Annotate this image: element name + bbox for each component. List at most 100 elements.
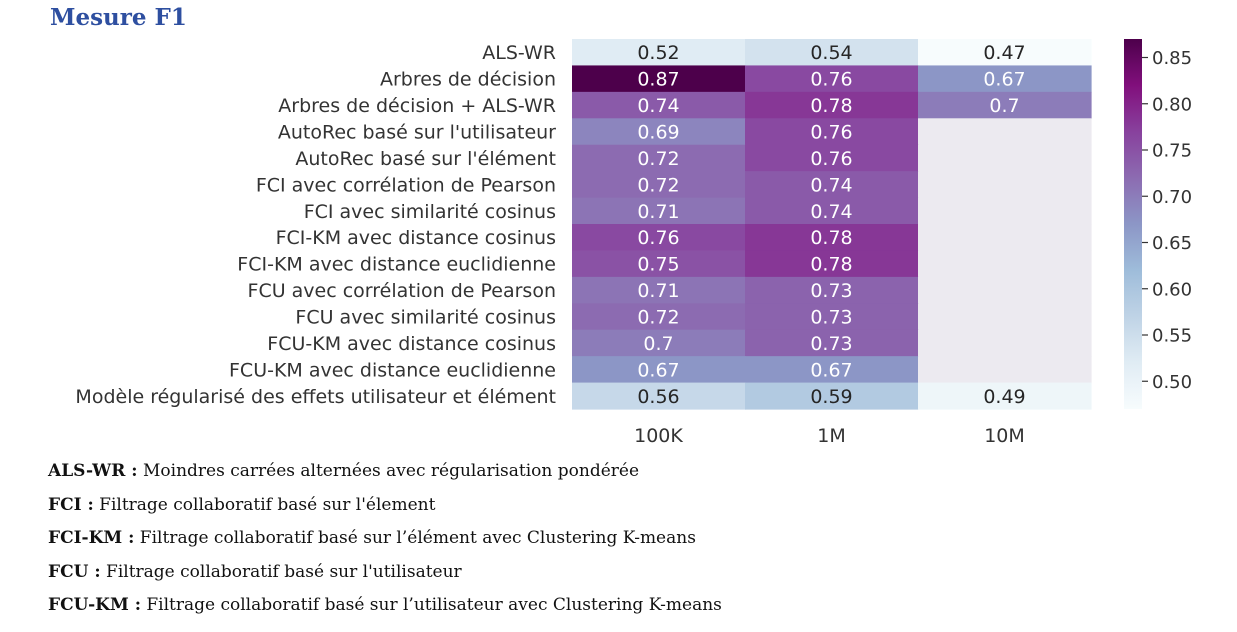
heatmap-cell: [918, 91, 1092, 119]
cell-value-label: 0.76: [810, 69, 852, 91]
heatmap-cell: [745, 39, 919, 67]
heatmap-cell: [745, 276, 919, 304]
cell-value-label: 0.74: [810, 201, 852, 223]
cell-value-label: 0.72: [637, 174, 679, 196]
cell-value-label: 0.71: [637, 201, 679, 223]
heatmap-cell: [745, 118, 919, 146]
chart-title: Mesure F1: [50, 4, 187, 31]
abbreviation-definition: Filtrage collaboratif basé sur l'utilisa…: [100, 561, 462, 582]
heatmap-cell: [572, 197, 746, 225]
colorbar-tick-label: 0.75: [1152, 141, 1192, 162]
cell-value-label: 0.52: [637, 42, 679, 64]
abbreviation-term: FCI :: [48, 494, 94, 515]
abbreviation-note: FCU-KM : Filtrage collaboratif basé sur …: [48, 592, 1198, 626]
colorbar-tick-label: 0.60: [1152, 279, 1192, 300]
cell-value-label: 0.72: [637, 307, 679, 329]
cell-value-label: 0.56: [637, 386, 679, 408]
heatmap-cell: [918, 276, 1092, 304]
cell-value-label: 0.76: [810, 148, 852, 170]
row-label: FCU avec similarité cosinus: [295, 307, 556, 329]
row-label: Modèle régularisé des effets utilisateur…: [75, 386, 556, 408]
cell-value-label: 0.67: [810, 359, 852, 381]
heatmap-cell: [745, 144, 919, 172]
abbreviation-definition: Filtrage collaboratif basé sur l'élement: [93, 494, 436, 515]
column-label: 1M: [817, 425, 845, 447]
cell-value-label: 0.78: [810, 95, 852, 117]
colorbar-tick-label: 0.50: [1152, 372, 1192, 393]
abbreviation-term: FCI-KM :: [48, 528, 135, 548]
heatmap-cell: [572, 65, 746, 93]
heatmap-cell: [918, 65, 1092, 93]
cell-value-label: 0.78: [810, 227, 852, 249]
heatmap-cell: [918, 250, 1092, 278]
heatmap-cell: [745, 303, 919, 331]
heatmap-cell: [745, 329, 919, 357]
heatmap-cell: [572, 329, 746, 357]
heatmap-cell: [572, 276, 746, 304]
abbreviation-definition: Moindres carrées alternées avec régulari…: [137, 461, 640, 481]
heatmap-cell: [918, 303, 1092, 331]
heatmap-cell: [918, 329, 1092, 357]
heatmap-cell: [745, 224, 919, 252]
heatmap-cell: [918, 144, 1092, 172]
cell-value-label: 0.47: [983, 42, 1025, 64]
cell-value-label: 0.54: [810, 42, 852, 64]
heatmap-cell: [572, 356, 746, 384]
colorbar-tick-label: 0.70: [1152, 187, 1192, 208]
cell-value-label: 0.73: [810, 280, 852, 302]
heatmap-cell: [572, 144, 746, 172]
abbreviation-note: ALS-WR : Moindres carrées alternées avec…: [48, 458, 1198, 492]
cell-value-label: 0.87: [637, 69, 679, 91]
heatmap-cell: [572, 171, 746, 199]
row-label: FCU avec corrélation de Pearson: [248, 280, 556, 302]
heatmap-cell: [572, 250, 746, 278]
column-label: 100K: [634, 425, 683, 447]
colorbar: 0.85 0.80 0.75 0.70 0.65 0.60 0.55 0.50: [1124, 39, 1192, 409]
heatmap-cell: [745, 65, 919, 93]
abbreviation-definition: Filtrage collaboratif basé sur l’élément…: [134, 528, 696, 548]
row-label: ALS-WR: [482, 42, 556, 64]
abbreviation-term: ALS-WR :: [48, 461, 138, 481]
heatmap-cell: [918, 224, 1092, 252]
row-label: Arbres de décision: [380, 69, 556, 91]
row-label: FCU-KM avec distance cosinus: [267, 333, 556, 355]
abbreviation-note: FCI-KM : Filtrage collaboratif basé sur …: [48, 525, 1198, 559]
heatmap-cell: [572, 224, 746, 252]
heatmap-cell: [745, 197, 919, 225]
cell-value-label: 0.73: [810, 333, 852, 355]
row-label: AutoRec basé sur l'utilisateur: [278, 122, 556, 144]
heatmap-cell: [572, 382, 746, 410]
abbreviation-definition: Filtrage collaboratif basé sur l’utilisa…: [140, 595, 722, 615]
colorbar-tick-label: 0.85: [1152, 48, 1192, 69]
colorbar-tick-label: 0.80: [1152, 94, 1192, 115]
cell-value-label: 0.74: [810, 174, 852, 196]
heatmap-cell: [745, 91, 919, 119]
cell-value-label: 0.67: [983, 69, 1025, 91]
abbreviation-term: FCU :: [48, 561, 101, 582]
heatmap-cell: [572, 118, 746, 146]
heatmap-cell: [572, 91, 746, 119]
column-label: 10M: [984, 425, 1025, 447]
row-label: FCI-KM avec distance cosinus: [276, 227, 556, 249]
heatmap-cells: 0.52 0.54 0.47 0.87 0.76 0.67 0.74 0.78 0.7 0.69 0…: [572, 39, 1092, 410]
cell-value-label: 0.59: [810, 386, 852, 408]
row-label: FCI avec corrélation de Pearson: [256, 174, 556, 196]
cell-value-label: 0.67: [637, 359, 679, 381]
heatmap-cell: [918, 171, 1092, 199]
abbreviation-note: FCI : Filtrage collaboratif basé sur l'é…: [48, 492, 1198, 526]
heatmap-cell: [572, 39, 746, 67]
colorbar-tick-label: 0.65: [1152, 233, 1192, 254]
cell-value-label: 0.73: [810, 307, 852, 329]
heatmap-cell: [745, 171, 919, 199]
cell-value-label: 0.72: [637, 148, 679, 170]
cell-value-label: 0.75: [637, 254, 679, 276]
cell-value-label: 0.7: [643, 333, 673, 355]
heatmap-cell: [572, 303, 746, 331]
heatmap-cell: [918, 197, 1092, 225]
cell-value-label: 0.69: [637, 122, 679, 144]
heatmap-cell: [745, 250, 919, 278]
row-label: Arbres de décision + ALS-WR: [278, 95, 556, 117]
row-label: FCI-KM avec distance euclidienne: [237, 254, 556, 276]
row-label: FCU-KM avec distance euclidienne: [229, 359, 556, 381]
